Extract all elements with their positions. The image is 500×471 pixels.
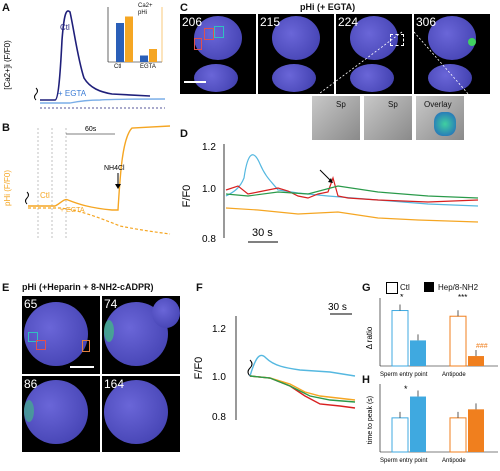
frame-e-3: 86 <box>22 376 100 452</box>
trace-f-green <box>249 375 356 403</box>
frame-e-4: 164 <box>102 376 180 452</box>
panel-c-title: pHi (+ EGTA) <box>300 2 356 12</box>
trace-d-red <box>225 176 479 203</box>
panel-h-cat-2: Antipode <box>442 458 466 464</box>
bar-chartH-0-0 <box>391 417 409 453</box>
panel-g-cat-2: Antipode <box>442 372 466 378</box>
inset-bar-0-0 <box>116 23 124 62</box>
panel-f-plot: F/F0 1.2 1.0 0.8 30 s <box>193 302 356 423</box>
trace-d-orange <box>225 207 479 223</box>
panel-label-h: H <box>362 374 370 386</box>
bar-chartH-1-0 <box>449 417 467 453</box>
panel-g-cat-1: Sperm entry point <box>380 372 428 378</box>
panel-d-scale: 30 s <box>252 227 273 239</box>
panel-b-plot: pHi (F/F0) 60s Ctl + EGTA NH4Cl <box>3 125 171 238</box>
frame-e-2: 74 <box>102 296 180 374</box>
panel-c-zoom-lines <box>315 31 471 97</box>
panel-d-ylabel: F/F0 <box>181 185 193 208</box>
bar-chartG-1-0 <box>449 315 467 367</box>
svg-text:0.8: 0.8 <box>202 234 216 245</box>
panel-g-chart: Δ ratio Sperm entry point Antipode * ***… <box>365 294 498 378</box>
trace-d-blue <box>225 154 479 207</box>
zoom-c-1: Sp <box>312 96 360 140</box>
legend-g-ctl-swatch <box>386 282 398 294</box>
trace-a-ctl <box>40 10 151 101</box>
zoom-c-2: Sp <box>364 96 412 140</box>
inset-legend-ph: pHi <box>138 10 148 16</box>
panel-h-chart: time to peak (s) Sperm entry point Antip… <box>367 384 498 464</box>
inset-cat-ctl: Ctl <box>114 64 122 70</box>
bar-chartH-1-1 <box>468 409 484 452</box>
panel-b-nh4cl: NH4Cl <box>104 165 125 172</box>
frame-c-3-num: 224 <box>338 15 359 29</box>
sig-h-1: * <box>404 384 408 394</box>
panel-b-egta-label: + EGTA <box>60 207 85 214</box>
frame-c-3: 224 <box>336 14 412 94</box>
bar-chartH-0-1 <box>410 396 426 452</box>
panel-f-scale: 30 s <box>328 302 347 313</box>
inset-legend-ca: Ca2+ <box>138 3 153 9</box>
bar-chartG-1-1 <box>468 356 484 366</box>
panel-a-egta-label: + EGTA <box>58 89 87 98</box>
inset-bar-0-1 <box>125 16 133 62</box>
frame-c-1: 206 <box>180 14 256 94</box>
panel-a-ctl-label: Ctl <box>60 23 70 32</box>
frame-c-4: 306 <box>414 14 490 94</box>
panel-e-title: pHi (+Heparin + 8-NH2-cADPR) <box>22 282 154 292</box>
panel-label-e: E <box>2 282 10 294</box>
frame-c-2-num: 215 <box>260 15 281 29</box>
panel-h-ylabel: time to peak (s) <box>367 396 374 444</box>
bar-chartG-0-1 <box>410 340 426 366</box>
panel-g-ylabel: Δ ratio <box>365 326 374 349</box>
sig-g-1: * <box>400 294 404 302</box>
panel-b-ylabel: pHi (F/F0) <box>3 170 12 206</box>
legend-g-treat: Hep/8-NH2 <box>438 283 479 292</box>
frame-e-1: 65 <box>22 296 100 374</box>
trace-a-egta <box>40 98 166 104</box>
panel-label-f: F <box>196 282 203 294</box>
trace-b-egta <box>28 207 171 235</box>
frame-c-4-num: 306 <box>416 15 437 29</box>
panel-b-time: 60s <box>85 126 97 133</box>
svg-text:1.2: 1.2 <box>212 324 226 335</box>
trace-d-green <box>225 185 479 199</box>
inset-cat-egta: EGTA <box>140 64 156 70</box>
inset-bar-1-1 <box>149 49 157 62</box>
bar-chartG-0-0 <box>391 310 409 367</box>
panel-h-cat-1: Sperm entry point <box>380 458 428 464</box>
legend-g-treat-swatch <box>424 282 434 292</box>
panel-label-d: D <box>180 128 188 140</box>
inset-bar-1-0 <box>140 55 148 62</box>
panel-d-plot: F/F0 1.2 1.0 0.8 30 s <box>181 142 479 245</box>
svg-text:1.0: 1.0 <box>202 184 216 195</box>
panel-label-b: B <box>2 122 10 134</box>
legend-g-ctl: Ctl <box>400 283 410 292</box>
panel-a-inset-chart <box>107 7 163 63</box>
panel-label-g: G <box>362 282 371 294</box>
svg-text:0.8: 0.8 <box>212 412 226 423</box>
scale-bar-e <box>70 366 94 368</box>
sig-g-3: ### <box>476 343 488 350</box>
panel-a-plot: [Ca2+]i (F/F0) Ctl + EGTA <box>3 10 166 109</box>
svg-text:1.2: 1.2 <box>202 142 216 153</box>
panel-b-ctl-label: Ctl <box>40 191 50 200</box>
trace-b-ctl <box>28 125 171 211</box>
svg-text:1.0: 1.0 <box>212 372 226 383</box>
zoom-c-3: Overlay <box>416 96 464 140</box>
sig-g-2: *** <box>458 294 467 302</box>
panel-f-ylabel: F/F0 <box>193 357 205 380</box>
trace-f-orange <box>249 375 356 401</box>
frame-c-2: 215 <box>258 14 334 94</box>
frame-c-1-num: 206 <box>182 15 203 29</box>
panel-label-c: C <box>180 2 188 14</box>
trace-f-blue <box>249 354 356 377</box>
panel-a-ylabel: [Ca2+]i (F/F0) <box>3 40 12 90</box>
panel-label-a: A <box>2 2 10 14</box>
